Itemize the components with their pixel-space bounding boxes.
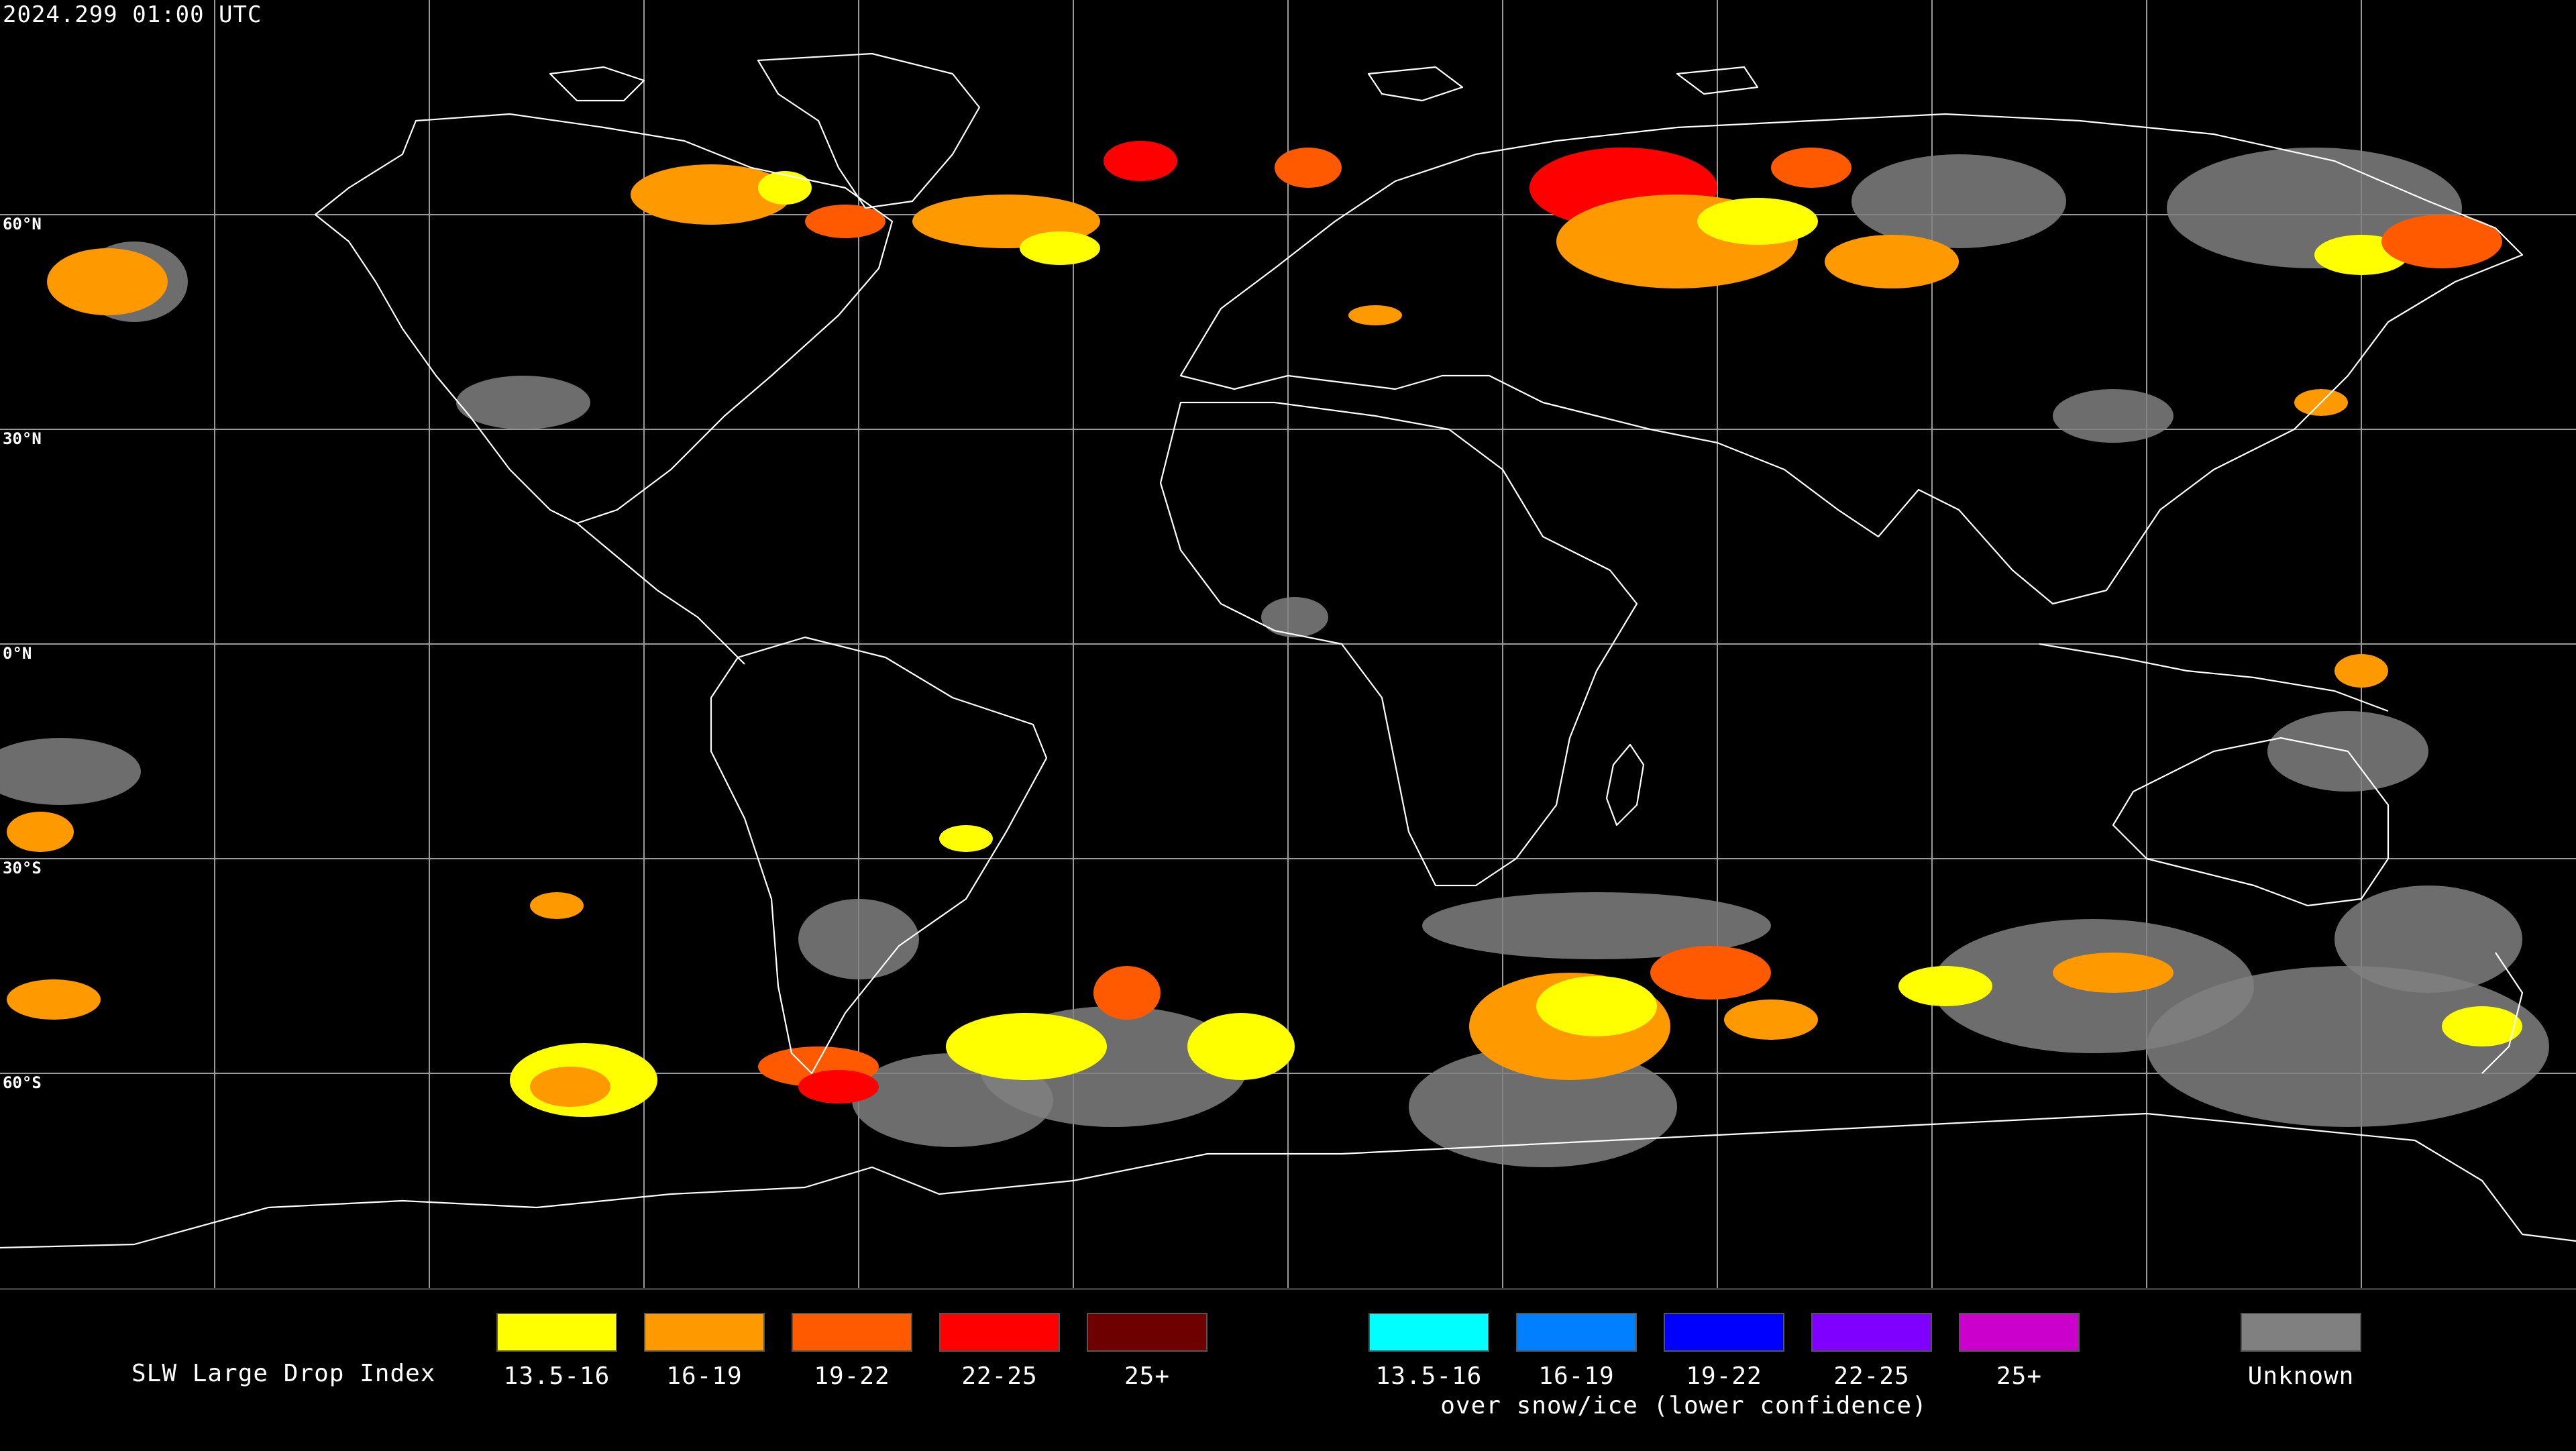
legend-label-snow-1: 13.5-16 bbox=[1375, 1362, 1483, 1390]
legend-label-snow-3: 19-22 bbox=[1686, 1362, 1762, 1390]
legend-label-normal-4: 22-25 bbox=[961, 1362, 1038, 1390]
legend-label-normal-5: 25+ bbox=[1124, 1362, 1171, 1390]
lat-label-30n: 30°N bbox=[3, 429, 42, 448]
coastlines bbox=[0, 52, 2576, 1249]
world-map bbox=[0, 0, 2576, 1288]
legend-swatch-snow-3 bbox=[1664, 1313, 1784, 1352]
legend-label-snow-5: 25+ bbox=[1996, 1362, 2043, 1390]
legend-swatch-unknown bbox=[2241, 1313, 2361, 1352]
legend-label-unknown: Unknown bbox=[2247, 1362, 2355, 1390]
legend-label-normal-1: 13.5-16 bbox=[503, 1362, 610, 1390]
lat-label-30s: 30°S bbox=[3, 859, 42, 877]
legend-swatch-snow-5 bbox=[1959, 1313, 2080, 1352]
legend-title: SLW Large Drop Index bbox=[131, 1360, 436, 1387]
legend-swatch-normal-1 bbox=[496, 1313, 617, 1352]
unknown-coverage bbox=[0, 148, 2549, 1167]
legend-swatch-normal-2 bbox=[644, 1313, 765, 1352]
legend-swatch-snow-1 bbox=[1368, 1313, 1489, 1352]
legend-bar bbox=[0, 1288, 2576, 1451]
legend-swatch-normal-4 bbox=[939, 1313, 1060, 1352]
timestamp: 2024.299 01:00 UTC bbox=[3, 1, 262, 28]
lat-label-60s: 60°S bbox=[3, 1073, 42, 1092]
lat-label-60n: 60°N bbox=[3, 215, 42, 233]
slw-map-panel: 2024.299 01:00 UTC 60°N 30°N 0°N 30°S 60… bbox=[0, 0, 2576, 1288]
slw-coverage bbox=[7, 141, 2522, 1117]
legend-swatch-snow-4 bbox=[1811, 1313, 1932, 1352]
legend-swatch-normal-5 bbox=[1087, 1313, 1208, 1352]
legend-label-normal-3: 19-22 bbox=[814, 1362, 890, 1390]
legend-swatch-normal-3 bbox=[792, 1313, 912, 1352]
lat-label-0n: 0°N bbox=[3, 644, 32, 663]
legend-label-snow-2: 16-19 bbox=[1538, 1362, 1615, 1390]
legend-label-normal-2: 16-19 bbox=[666, 1362, 743, 1390]
legend-swatch-snow-2 bbox=[1516, 1313, 1637, 1352]
legend-snow-caption: over snow/ice (lower confidence) bbox=[1440, 1392, 1927, 1419]
legend-label-snow-4: 22-25 bbox=[1833, 1362, 1910, 1390]
